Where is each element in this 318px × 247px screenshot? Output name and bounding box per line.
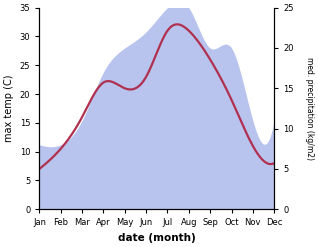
Y-axis label: med. precipitation (kg/m2): med. precipitation (kg/m2) — [305, 57, 314, 160]
X-axis label: date (month): date (month) — [118, 233, 196, 243]
Y-axis label: max temp (C): max temp (C) — [4, 75, 14, 142]
